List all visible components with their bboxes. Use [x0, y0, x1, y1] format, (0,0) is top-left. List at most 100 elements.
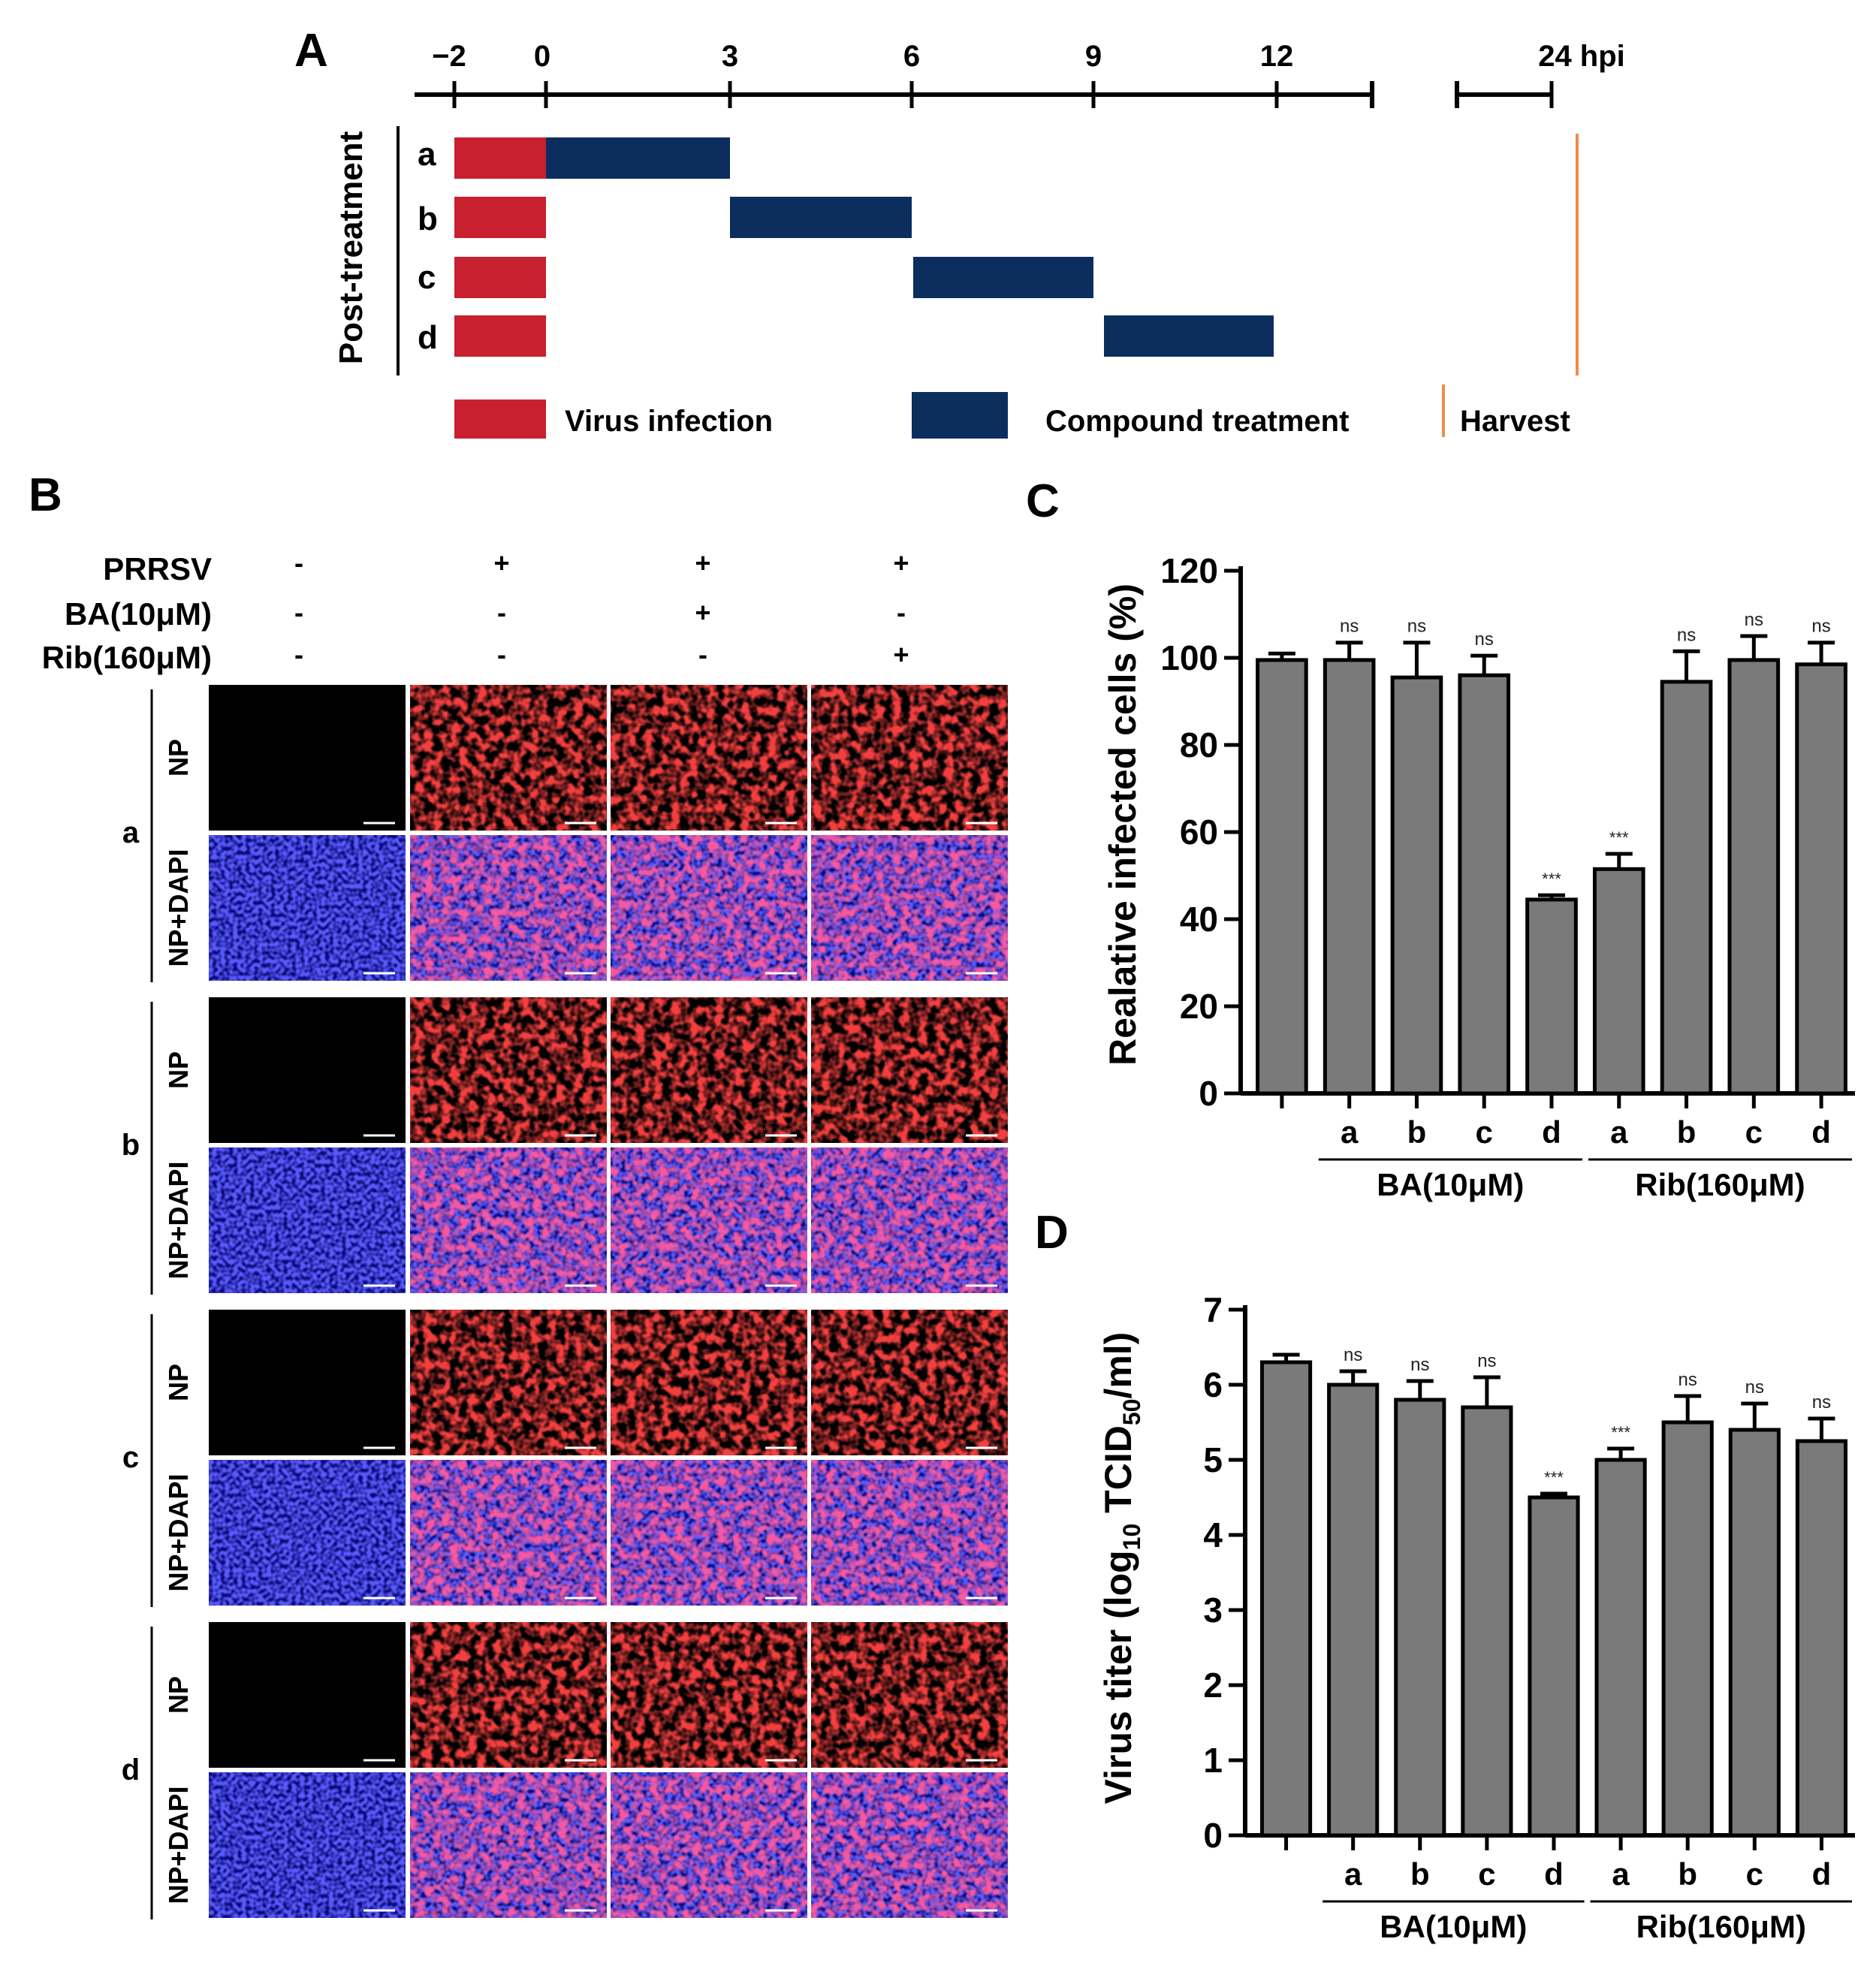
significance-label: *** [1611, 1423, 1630, 1442]
dapi-texture [209, 1147, 406, 1293]
ylabel-sub: 10 [1118, 1524, 1145, 1551]
channel-label: NP [163, 1051, 194, 1089]
bar [1390, 675, 1443, 1096]
y-tick-label: 100 [1160, 638, 1218, 677]
panel-a-letter: A [294, 25, 328, 77]
condition-label: Rib(160μM) [42, 640, 212, 675]
np-texture [611, 1460, 807, 1606]
y-tick-label: 0 [1203, 1816, 1223, 1855]
y-tick-label: 120 [1160, 551, 1218, 590]
dapi-texture [209, 1460, 406, 1606]
x-tick-label: a [1612, 1856, 1630, 1892]
y-tick-label: 3 [1203, 1591, 1223, 1630]
significance-label: ns [1678, 1370, 1697, 1390]
compound-bar-c [913, 257, 1093, 298]
condition-sign: - [497, 639, 506, 670]
row-label: a [418, 136, 436, 173]
legend-compound-label: Compound treatment [1045, 405, 1349, 438]
y-tick-label: 1 [1203, 1741, 1223, 1780]
compound-bar-d [1104, 315, 1274, 357]
bar [1256, 658, 1308, 1096]
channel-label: NP+DAPI [163, 1786, 194, 1904]
micrograph-c-np-1 [209, 1310, 406, 1455]
np-texture [611, 1622, 807, 1768]
bar [1661, 1420, 1714, 1838]
np-texture [410, 1460, 607, 1606]
row-label: d [418, 319, 438, 356]
x-tick-label: a [1610, 1114, 1628, 1150]
row-label: c [418, 259, 436, 296]
y-tick-label: 40 [1180, 900, 1218, 939]
condition-sign: - [698, 639, 707, 670]
dapi-texture [209, 1772, 406, 1918]
bar [1795, 1439, 1848, 1838]
tick-label: −2 [432, 40, 466, 73]
bar [1660, 680, 1713, 1096]
condition-sign: + [893, 547, 909, 578]
significance-label: ns [1344, 1345, 1362, 1365]
group-label: a [122, 816, 140, 849]
bar [1594, 1458, 1647, 1838]
significance-label: ns [1410, 1355, 1429, 1375]
condition-sign: - [497, 597, 506, 628]
bar [1259, 1360, 1313, 1838]
channel-label: NP [163, 1676, 194, 1714]
np-texture [611, 1772, 807, 1918]
y-tick-label: 0 [1199, 1074, 1218, 1113]
significance-label: ns [1745, 610, 1763, 630]
np-texture [811, 835, 1008, 981]
tick-label: 9 [1085, 40, 1102, 73]
y-tick-label: 6 [1203, 1365, 1223, 1404]
x-tick-label: d [1811, 1114, 1831, 1150]
group-label: Rib(160μM) [1635, 1167, 1805, 1202]
panel-a: A −2 0 3 6 9 12 24 hpi Post-treatment [294, 25, 1625, 439]
x-tick-label: b [1677, 1114, 1697, 1150]
x-tick-label: b [1678, 1856, 1697, 1892]
panel-d: D 0 1 2 3 4 5 6 7 a ns b ns c ns d *** a *** b ns c ns d ns BA(1… [1035, 1207, 1855, 1944]
group-label: Rib(160μM) [1636, 1909, 1806, 1944]
bar [1795, 662, 1847, 1096]
condition-label: PRRSV [103, 551, 212, 586]
condition-sign: + [695, 547, 710, 578]
y-tick-label: 20 [1180, 987, 1218, 1026]
compound-bar-b [730, 197, 912, 238]
panel-b-letter: B [29, 469, 62, 521]
x-tick-label: d [1542, 1114, 1561, 1150]
np-texture [410, 685, 607, 831]
micrograph-d-np-1 [209, 1622, 406, 1768]
virus-bar-b [454, 197, 546, 238]
group-label: BA(10μM) [1380, 1909, 1527, 1944]
np-texture [611, 997, 807, 1143]
channel-label: NP+DAPI [163, 1473, 194, 1591]
virus-bar-c [454, 257, 546, 298]
x-tick-label: b [1407, 1114, 1427, 1150]
panel-c-letter: C [1026, 475, 1060, 527]
significance-label: *** [1609, 828, 1629, 847]
tick-label: 24 hpi [1538, 40, 1625, 73]
bar [1592, 867, 1645, 1096]
condition-sign: + [493, 547, 509, 578]
ylabel-sub: 50 [1118, 1399, 1145, 1426]
y-tick-label: 60 [1180, 813, 1218, 852]
y-tick-label: 2 [1203, 1666, 1223, 1705]
significance-label: *** [1544, 1468, 1564, 1487]
group-label: b [122, 1129, 140, 1162]
condition-label: BA(10μM) [65, 596, 212, 632]
micrograph-a-np-1 [209, 685, 406, 831]
tick-label: 12 [1260, 40, 1294, 73]
bar [1327, 1383, 1380, 1838]
channel-label: NP+DAPI [163, 849, 194, 966]
condition-sign: - [294, 639, 303, 670]
panel-c: C 0 20 40 60 80 100 120 a ns b ns c ns d *** a *** b ns c ns… [1026, 475, 1855, 1202]
timeline-ticks [452, 81, 1554, 108]
significance-label: ns [1745, 1377, 1764, 1398]
significance-label: ns [1477, 1351, 1496, 1371]
condition-sign: - [294, 597, 303, 628]
ylabel-part: TCID [1097, 1425, 1139, 1524]
tick-label: 6 [903, 40, 920, 73]
timeline-bars [454, 137, 1274, 357]
legend-virus-swatch [454, 400, 546, 439]
legend-virus-label: Virus infection [565, 405, 773, 438]
np-texture [611, 1147, 807, 1293]
significance-label: ns [1677, 625, 1696, 645]
